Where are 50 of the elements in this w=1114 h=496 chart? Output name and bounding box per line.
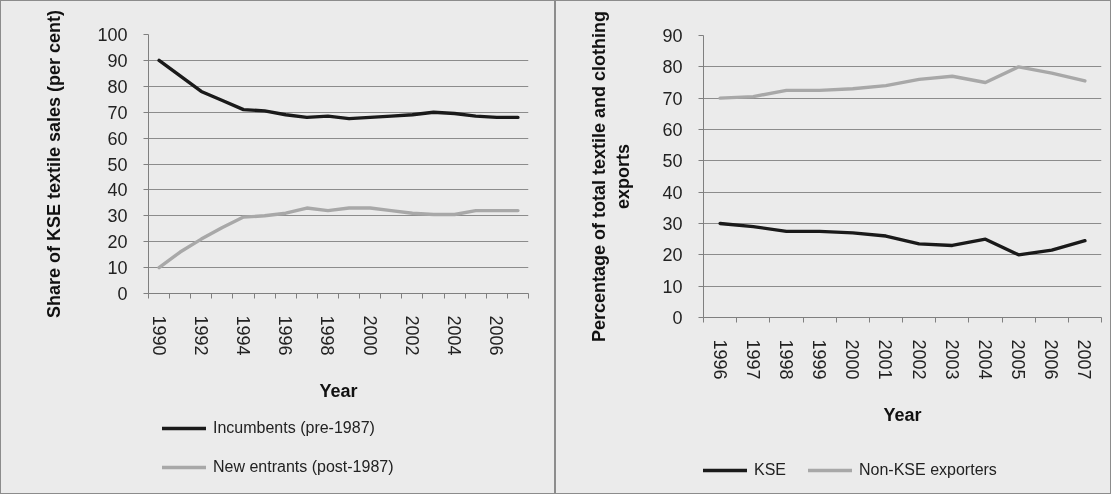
y-tick-label: 80 <box>107 76 128 97</box>
legend-label: KSE <box>754 461 787 479</box>
y-tick-label: 0 <box>117 284 128 304</box>
x-tick-label: 1996 <box>709 339 730 380</box>
x-tick-label: 2002 <box>908 339 929 380</box>
x-tick-label: 1998 <box>775 339 796 380</box>
y-tick-label: 20 <box>107 232 128 253</box>
y-axis-title: Percentage of total textile and clothing exports <box>589 10 634 343</box>
x-tick-label: 2001 <box>875 339 896 380</box>
y-tick-label: 80 <box>662 57 683 78</box>
x-axis-title: Year <box>319 380 358 401</box>
x-axis-title: Year <box>883 404 922 425</box>
y-tick-label: 30 <box>662 214 683 234</box>
y-tick-label: 50 <box>107 154 128 175</box>
y-tick-label: 60 <box>107 128 128 149</box>
y-tick-label: 70 <box>107 102 128 123</box>
y-tick-label: 90 <box>107 50 128 71</box>
x-tick-label: 2007 <box>1074 339 1095 380</box>
x-tick-label: 2004 <box>974 339 995 380</box>
y-tick-label: 50 <box>662 151 683 172</box>
y-tick-label: 10 <box>107 258 128 279</box>
x-tick-label: 1992 <box>190 315 211 356</box>
legend-label: New entrants (post-1987) <box>213 458 394 476</box>
x-tick-label: 2006 <box>1041 339 1062 380</box>
y-tick-label: 20 <box>662 245 683 266</box>
x-tick-label: 1997 <box>742 339 763 380</box>
y-tick-label: 60 <box>662 120 683 140</box>
y-tick-label: 90 <box>662 26 683 46</box>
legend-label: Incumbents (pre-1987) <box>213 419 375 437</box>
y-tick-label: 40 <box>662 182 683 203</box>
y-tick-label: 0 <box>672 308 683 328</box>
x-tick-label: 1998 <box>317 315 338 356</box>
x-tick-label: 2004 <box>444 315 465 356</box>
x-tick-label: 1996 <box>275 315 296 356</box>
y-tick-label: 30 <box>107 206 128 227</box>
x-tick-label: 2000 <box>842 339 863 380</box>
y-tick-label: 100 <box>97 25 128 45</box>
x-tick-label: 1994 <box>233 315 253 356</box>
x-tick-label: 2003 <box>941 339 962 380</box>
x-tick-label: 1990 <box>148 315 169 356</box>
y-axis-title: Share of KSE textile sales (per cent) <box>44 9 65 319</box>
x-tick-label: 2006 <box>486 315 507 356</box>
legend-label: Non-KSE exporters <box>859 461 997 479</box>
y-tick-label: 10 <box>662 276 683 297</box>
y-tick-label: 40 <box>107 180 128 201</box>
x-tick-label: 2002 <box>401 315 422 356</box>
x-tick-label: 2005 <box>1008 339 1029 380</box>
x-tick-label: 1999 <box>809 339 830 380</box>
x-tick-label: 2000 <box>359 315 380 356</box>
y-tick-label: 70 <box>662 88 683 109</box>
